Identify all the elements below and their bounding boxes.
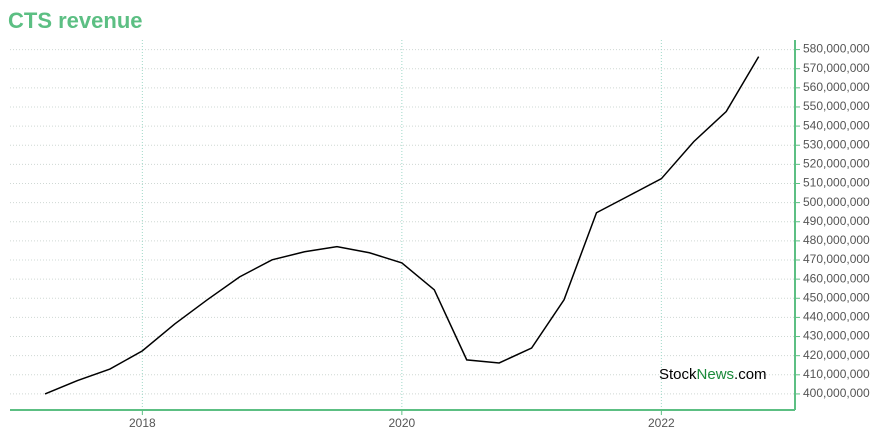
y-tick-label: 530,000,000 xyxy=(803,137,870,151)
x-tick-label: 2018 xyxy=(129,416,156,430)
y-tick-label: 400,000,000 xyxy=(803,386,870,400)
grid xyxy=(10,40,800,415)
y-tick-label: 470,000,000 xyxy=(803,252,870,266)
y-tick-label: 490,000,000 xyxy=(803,214,870,228)
chart-title: CTS revenue xyxy=(8,8,143,33)
y-tick-label: 550,000,000 xyxy=(803,99,870,113)
watermark: StockNews.com xyxy=(659,366,767,383)
marks xyxy=(44,56,760,395)
y-tick-label: 430,000,000 xyxy=(803,329,870,343)
y-tick-label: 420,000,000 xyxy=(803,348,870,362)
y-tick-label: 520,000,000 xyxy=(803,157,870,171)
y-tick-label: 410,000,000 xyxy=(803,367,870,381)
y-tick-label: 540,000,000 xyxy=(803,118,870,132)
y-tick-label: 500,000,000 xyxy=(803,195,870,209)
y-tick-label: 510,000,000 xyxy=(803,176,870,190)
y-tick-label: 450,000,000 xyxy=(803,290,870,304)
y-tick-label: 580,000,000 xyxy=(803,42,870,56)
watermark-part: .com xyxy=(734,366,767,383)
watermark-part: News xyxy=(697,366,735,383)
y-tick-label: 570,000,000 xyxy=(803,61,870,75)
y-tick-label: 460,000,000 xyxy=(803,271,870,285)
watermark-part: Stock xyxy=(659,366,697,383)
y-tick-label: 560,000,000 xyxy=(803,80,870,94)
y-tick-label: 440,000,000 xyxy=(803,310,870,324)
y-tick-label: 480,000,000 xyxy=(803,233,870,247)
line-series xyxy=(44,56,760,395)
x-tick-label: 2022 xyxy=(648,416,675,430)
x-tick-label: 2020 xyxy=(388,416,415,430)
